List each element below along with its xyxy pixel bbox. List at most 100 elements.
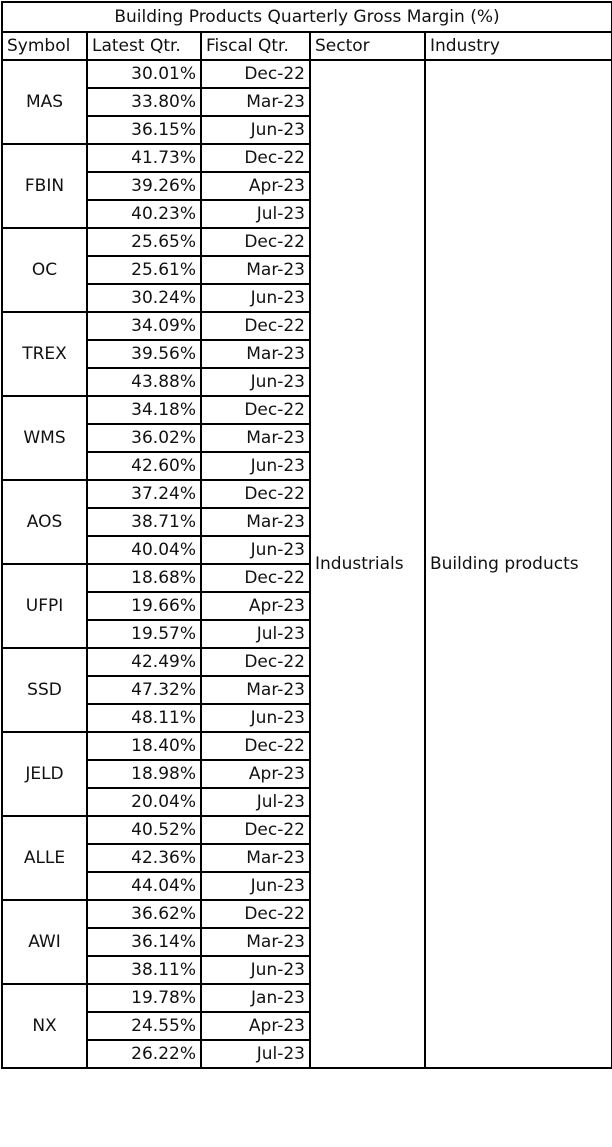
gross-margin-table: Building Products Quarterly Gross Margin… (1, 1, 612, 1069)
latest-qtr-cell: 43.88% (86, 367, 202, 397)
latest-qtr-cell: 19.78% (86, 983, 202, 1013)
latest-qtr-cell: 39.26% (86, 171, 202, 201)
table-row: 19.66% Apr-23 (2, 591, 612, 621)
fiscal-qtr-cell: Dec-22 (200, 815, 311, 845)
table-body: MAS 30.01% Dec-22 Industrials Building produ… (1, 59, 612, 1069)
symbol-cell: WMS (1, 395, 88, 481)
fiscal-qtr-cell: Dec-22 (200, 143, 311, 173)
fiscal-qtr-cell: Jun-23 (200, 367, 311, 397)
fiscal-qtr-cell: Mar-23 (200, 927, 311, 957)
latest-qtr-cell: 47.32% (86, 675, 202, 705)
title-row: Building Products Quarterly Gross Margin… (1, 1, 612, 33)
table-row: 26.22% Jul-23 (2, 1039, 612, 1069)
latest-qtr-cell: 24.55% (86, 1011, 202, 1041)
latest-qtr-cell: 30.01% (86, 59, 202, 89)
latest-qtr-cell: 40.04% (86, 535, 202, 565)
latest-qtr-cell: 34.09% (86, 311, 202, 341)
table-row: 20.04% Jul-23 (2, 787, 612, 817)
latest-qtr-cell: 19.57% (86, 619, 202, 649)
symbol-cell: FBIN (1, 143, 88, 229)
latest-qtr-cell: 19.66% (86, 591, 202, 621)
sector-cell: Industrials (309, 59, 426, 1069)
latest-qtr-cell: 36.02% (86, 423, 202, 453)
latest-qtr-cell: 42.60% (86, 451, 202, 481)
symbol-cell: NX (1, 983, 88, 1069)
table-row: TREX 34.09% Dec-22 (1, 311, 612, 397)
table-row: 40.04% Jun-23 (2, 535, 612, 565)
table-row: UFPI 18.68% Dec-22 (1, 563, 612, 649)
latest-qtr-cell: 18.40% (86, 731, 202, 761)
fiscal-qtr-cell: Dec-22 (200, 647, 311, 677)
table-row: 19.57% Jul-23 (2, 619, 612, 649)
table-row: 48.11% Jun-23 (2, 703, 612, 733)
table-row: MAS 30.01% Dec-22 Industrials Building produ… (1, 59, 612, 1069)
symbol-cell: UFPI (1, 563, 88, 649)
latest-qtr-cell: 38.71% (86, 507, 202, 537)
header-industry: Industry (424, 31, 612, 61)
table-row: 38.11% Jun-23 (2, 955, 612, 985)
fiscal-qtr-cell: Jun-23 (200, 703, 311, 733)
fiscal-qtr-cell: Apr-23 (200, 591, 311, 621)
symbol-cell: TREX (1, 311, 88, 397)
table-row: 36.02% Mar-23 (2, 423, 612, 453)
fiscal-qtr-cell: Jun-23 (200, 535, 311, 565)
table-row: OC 25.65% Dec-22 (1, 227, 612, 313)
latest-qtr-cell: 37.24% (86, 479, 202, 509)
table-title: Building Products Quarterly Gross Margin… (1, 1, 612, 33)
header-fiscal-qtr: Fiscal Qtr. (200, 31, 311, 61)
header-latest-qtr: Latest Qtr. (86, 31, 202, 61)
latest-qtr-cell: 18.68% (86, 563, 202, 593)
fiscal-qtr-cell: Apr-23 (200, 171, 311, 201)
fiscal-qtr-cell: Dec-22 (200, 563, 311, 593)
latest-qtr-cell: 33.80% (86, 87, 202, 117)
table-row: ALLE 40.52% Dec-22 (1, 815, 612, 901)
latest-qtr-cell: 44.04% (86, 871, 202, 901)
latest-qtr-cell: 38.11% (86, 955, 202, 985)
fiscal-qtr-cell: Apr-23 (200, 759, 311, 789)
fiscal-qtr-cell: Mar-23 (200, 339, 311, 369)
industry-cell: Building products (424, 59, 612, 1069)
table-row: JELD 18.40% Dec-22 (1, 731, 612, 817)
latest-qtr-cell: 36.14% (86, 927, 202, 957)
latest-qtr-cell: 40.23% (86, 199, 202, 229)
fiscal-qtr-cell: Dec-22 (200, 731, 311, 761)
fiscal-qtr-cell: Mar-23 (200, 507, 311, 537)
table-row: 42.36% Mar-23 (2, 843, 612, 873)
table-row: 42.60% Jun-23 (2, 451, 612, 481)
latest-qtr-cell: 18.98% (86, 759, 202, 789)
fiscal-qtr-cell: Dec-22 (200, 899, 311, 929)
table-row: FBIN 41.73% Dec-22 (1, 143, 612, 229)
header-sector: Sector (309, 31, 426, 61)
table-row: 24.55% Apr-23 (2, 1011, 612, 1041)
table-row: NX 19.78% Jan-23 (1, 983, 612, 1069)
latest-qtr-cell: 48.11% (86, 703, 202, 733)
table-row: 43.88% Jun-23 (2, 367, 612, 397)
symbol-cell: MAS (1, 59, 88, 145)
table-row: 33.80% Mar-23 (2, 87, 612, 117)
latest-qtr-cell: 39.56% (86, 339, 202, 369)
fiscal-qtr-cell: Mar-23 (200, 843, 311, 873)
fiscal-qtr-cell: Jan-23 (200, 983, 311, 1013)
symbol-cell: AOS (1, 479, 88, 565)
latest-qtr-cell: 20.04% (86, 787, 202, 817)
symbol-cell: SSD (1, 647, 88, 733)
fiscal-qtr-cell: Jun-23 (200, 871, 311, 901)
table-row: 47.32% Mar-23 (2, 675, 612, 705)
header-symbol: Symbol (1, 31, 88, 61)
latest-qtr-cell: 26.22% (86, 1039, 202, 1069)
fiscal-qtr-cell: Jul-23 (200, 1039, 311, 1069)
latest-qtr-cell: 36.62% (86, 899, 202, 929)
table-row: 36.15% Jun-23 (2, 115, 612, 145)
table-row: 38.71% Mar-23 (2, 507, 612, 537)
fiscal-qtr-cell: Dec-22 (200, 311, 311, 341)
latest-qtr-cell: 34.18% (86, 395, 202, 425)
latest-qtr-cell: 36.15% (86, 115, 202, 145)
latest-qtr-cell: 30.24% (86, 283, 202, 313)
fiscal-qtr-cell: Mar-23 (200, 675, 311, 705)
table-row: AWI 36.62% Dec-22 (1, 899, 612, 985)
fiscal-qtr-cell: Jul-23 (200, 619, 311, 649)
latest-qtr-cell: 25.65% (86, 227, 202, 257)
table-row: 44.04% Jun-23 (2, 871, 612, 901)
table-row: SSD 42.49% Dec-22 (1, 647, 612, 733)
latest-qtr-cell: 42.36% (86, 843, 202, 873)
